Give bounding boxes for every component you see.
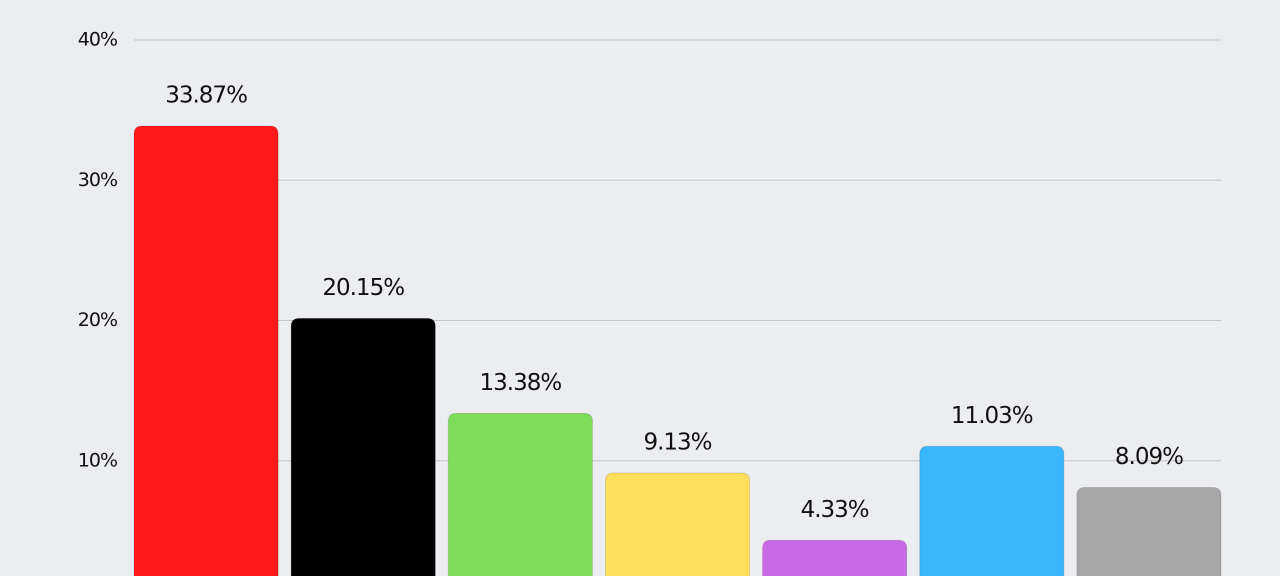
value-label: 9.13% — [643, 429, 711, 455]
value-label: 11.03% — [951, 403, 1033, 429]
y-tick-label: 20% — [78, 309, 117, 331]
value-label: 4.33% — [801, 497, 869, 523]
bar — [604, 472, 751, 576]
value-label: 33.87% — [165, 82, 247, 108]
y-tick-label: 10% — [78, 449, 117, 471]
value-label: 13.38% — [480, 370, 562, 396]
bar — [919, 445, 1065, 576]
bar — [762, 539, 908, 576]
bar — [133, 125, 279, 576]
bar — [1076, 487, 1222, 576]
value-label: 8.09% — [1115, 444, 1183, 470]
bar — [290, 317, 436, 576]
y-tick-label: 40% — [78, 29, 117, 51]
value-label: 20.15% — [322, 275, 404, 301]
y-tick-label: 30% — [78, 169, 117, 191]
bar — [447, 412, 593, 576]
